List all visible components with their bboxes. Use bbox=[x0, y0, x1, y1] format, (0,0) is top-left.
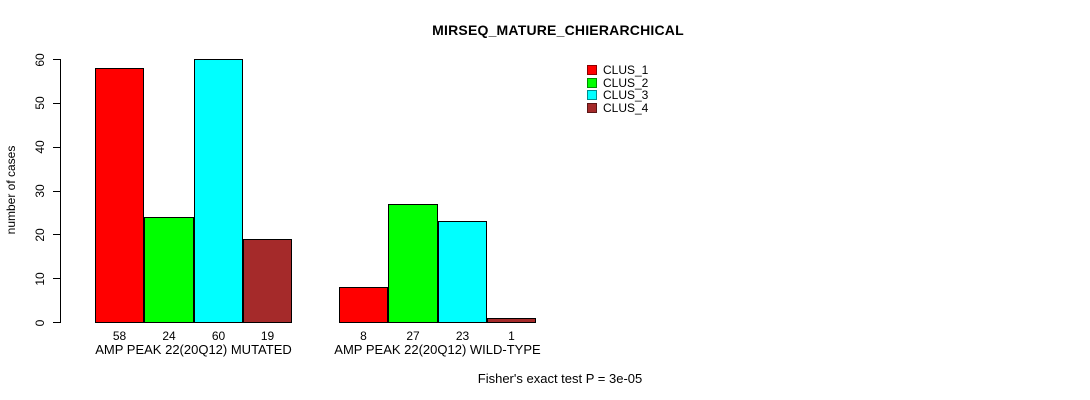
annotation-pvalue: Fisher's exact test P = 3e-05 bbox=[477, 371, 643, 386]
bar-clus_1-group1 bbox=[95, 68, 144, 323]
bar-clus_4-group2 bbox=[487, 318, 536, 323]
bar-value-label: 19 bbox=[260, 329, 275, 343]
y-axis-tick-label: 60 bbox=[33, 52, 47, 67]
y-axis-tick-label: 0 bbox=[33, 319, 47, 326]
y-axis-tick bbox=[53, 234, 60, 236]
bar-value-label: 1 bbox=[508, 329, 515, 343]
y-axis-tick-label: 30 bbox=[33, 184, 47, 198]
y-axis-tick-label: 50 bbox=[33, 96, 47, 111]
bar-value-label: 24 bbox=[162, 329, 176, 343]
legend-item-clus_4: CLUS_4 bbox=[587, 102, 648, 115]
legend-swatch-clus_1 bbox=[587, 65, 597, 76]
bar-clus_3-group2 bbox=[438, 221, 487, 323]
chart-title: MIRSEQ_MATURE_CHIERARCHICAL bbox=[432, 22, 684, 38]
category-label: AMP PEAK 22(20Q12) MUTATED bbox=[95, 342, 292, 357]
legend-item-clus_3: CLUS_3 bbox=[587, 89, 648, 102]
legend-label: CLUS_4 bbox=[603, 100, 649, 115]
y-axis-line bbox=[60, 59, 61, 323]
y-axis-tick-label: 10 bbox=[33, 271, 47, 286]
category-label: AMP PEAK 22(20Q12) WILD-TYPE bbox=[334, 342, 541, 357]
bar-value-label: 27 bbox=[406, 329, 420, 343]
legend-swatch-clus_2 bbox=[587, 77, 597, 88]
bar-value-label: 23 bbox=[455, 329, 470, 343]
y-axis-tick bbox=[53, 102, 60, 104]
y-axis-tick bbox=[53, 146, 60, 148]
bar-clus_4-group1 bbox=[243, 239, 292, 323]
legend-swatch-clus_3 bbox=[587, 90, 597, 101]
y-axis-title: number of cases bbox=[4, 145, 18, 235]
y-axis-tick bbox=[53, 278, 60, 280]
bar-clus_2-group1 bbox=[144, 217, 194, 323]
y-axis-tick bbox=[53, 190, 60, 192]
y-axis-tick-label: 40 bbox=[33, 140, 47, 154]
y-axis-tick bbox=[53, 322, 60, 323]
legend: CLUS_1 CLUS_2 CLUS_3 CLUS_4 bbox=[587, 64, 648, 114]
legend-item-clus_2: CLUS_2 bbox=[587, 77, 648, 90]
y-axis-tick-label: 20 bbox=[33, 228, 47, 242]
legend-label: CLUS_2 bbox=[603, 75, 649, 90]
bar-value-label: 58 bbox=[112, 329, 127, 343]
bar-clus_1-group2 bbox=[339, 287, 388, 323]
bar-value-label: 8 bbox=[360, 329, 367, 343]
bar-clus_2-group2 bbox=[388, 204, 438, 323]
legend-swatch-clus_4 bbox=[587, 102, 597, 113]
legend-label: CLUS_3 bbox=[603, 88, 649, 103]
bar-clus_3-group1 bbox=[194, 59, 243, 323]
legend-item-clus_1: CLUS_1 bbox=[587, 64, 648, 77]
y-axis-tick bbox=[53, 59, 60, 60]
bar-value-label: 60 bbox=[211, 329, 226, 343]
legend-label: CLUS_1 bbox=[603, 63, 649, 78]
